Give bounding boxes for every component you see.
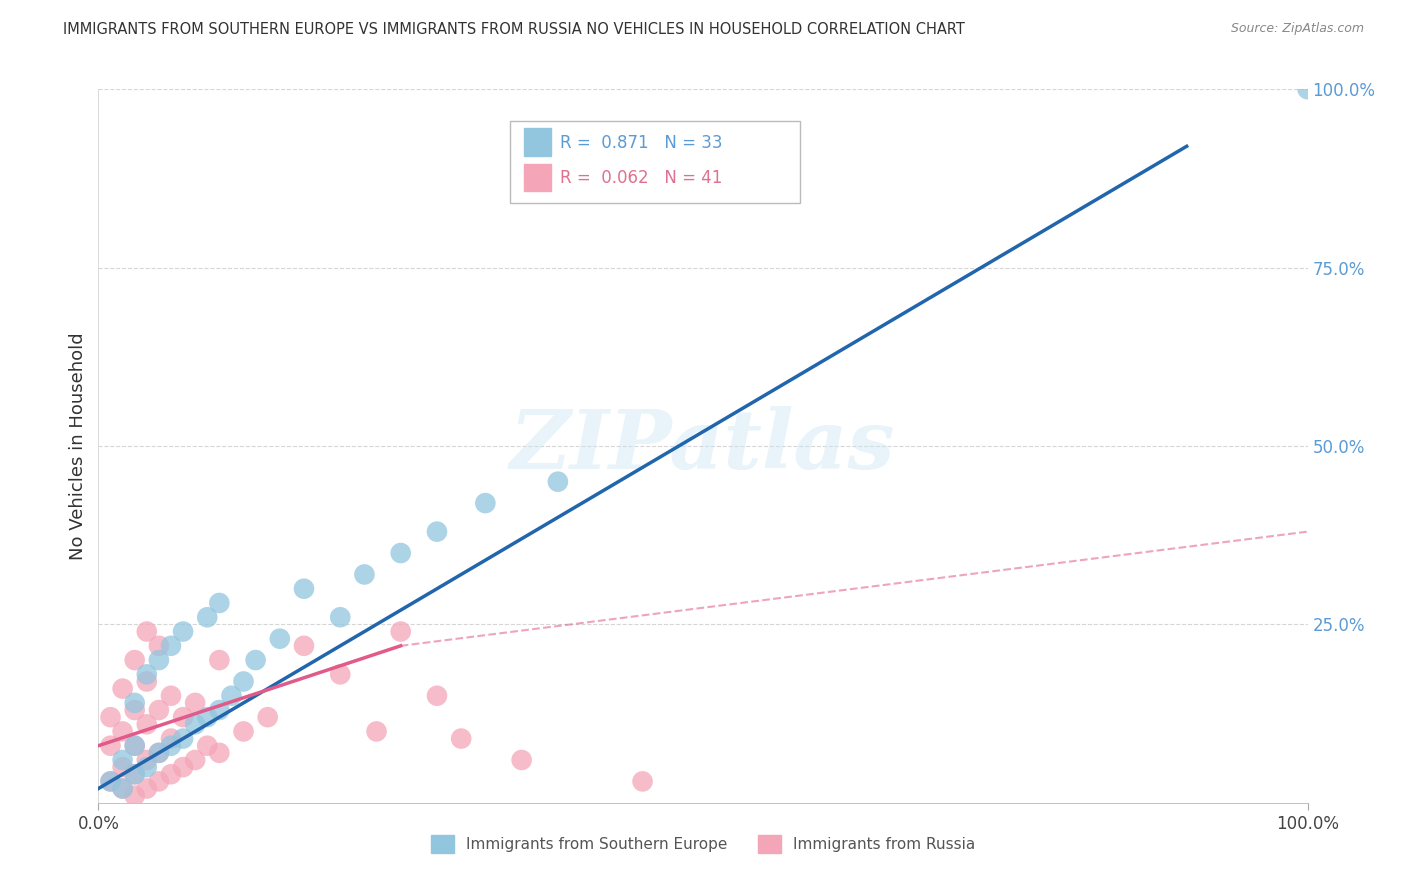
- Point: [195, 610, 218, 624]
- Point: [256, 710, 278, 724]
- Point: [245, 653, 267, 667]
- Point: [148, 653, 170, 667]
- Point: [124, 789, 146, 803]
- Point: [100, 739, 122, 753]
- Point: [547, 475, 569, 489]
- Point: [111, 760, 134, 774]
- Point: [160, 767, 183, 781]
- Text: R =  0.871   N = 33: R = 0.871 N = 33: [561, 134, 723, 152]
- Point: [172, 731, 194, 746]
- Point: [111, 781, 134, 796]
- Point: [184, 753, 207, 767]
- Point: [160, 639, 183, 653]
- Point: [353, 567, 375, 582]
- Point: [184, 717, 207, 731]
- Y-axis label: No Vehicles in Household: No Vehicles in Household: [69, 332, 87, 560]
- Point: [195, 710, 218, 724]
- Point: [160, 731, 183, 746]
- Point: [269, 632, 291, 646]
- Point: [426, 689, 449, 703]
- Point: [124, 739, 146, 753]
- Point: [160, 739, 183, 753]
- Point: [111, 781, 134, 796]
- Point: [148, 774, 170, 789]
- Point: [366, 724, 388, 739]
- Point: [426, 524, 449, 539]
- Point: [100, 774, 122, 789]
- Point: [135, 674, 157, 689]
- Point: [389, 624, 412, 639]
- Point: [208, 596, 231, 610]
- Point: [124, 703, 146, 717]
- Point: [124, 739, 146, 753]
- Text: R =  0.062   N = 41: R = 0.062 N = 41: [561, 169, 723, 187]
- Point: [172, 760, 194, 774]
- Point: [148, 703, 170, 717]
- Point: [221, 689, 243, 703]
- Point: [111, 681, 134, 696]
- FancyBboxPatch shape: [509, 121, 800, 203]
- Text: ZIPatlas: ZIPatlas: [510, 406, 896, 486]
- Point: [148, 746, 170, 760]
- Point: [232, 724, 254, 739]
- Point: [148, 639, 170, 653]
- Legend: Immigrants from Southern Europe, Immigrants from Russia: Immigrants from Southern Europe, Immigra…: [425, 829, 981, 859]
- Point: [184, 696, 207, 710]
- Point: [172, 624, 194, 639]
- Point: [160, 689, 183, 703]
- Point: [292, 582, 315, 596]
- Point: [111, 724, 134, 739]
- Point: [124, 767, 146, 781]
- Point: [135, 717, 157, 731]
- Point: [292, 639, 315, 653]
- Point: [135, 624, 157, 639]
- Bar: [524, 128, 551, 155]
- Point: [208, 703, 231, 717]
- Point: [195, 739, 218, 753]
- Point: [329, 667, 352, 681]
- Point: [232, 674, 254, 689]
- Point: [450, 731, 472, 746]
- Point: [100, 710, 122, 724]
- Point: [389, 546, 412, 560]
- Point: [208, 653, 231, 667]
- Point: [124, 653, 146, 667]
- Point: [172, 710, 194, 724]
- Point: [100, 774, 122, 789]
- Point: [135, 753, 157, 767]
- Point: [111, 753, 134, 767]
- Point: [631, 774, 654, 789]
- Point: [135, 781, 157, 796]
- Point: [208, 746, 231, 760]
- Point: [329, 610, 352, 624]
- Text: Source: ZipAtlas.com: Source: ZipAtlas.com: [1230, 22, 1364, 36]
- Point: [148, 746, 170, 760]
- Point: [510, 753, 533, 767]
- Point: [124, 767, 146, 781]
- Bar: [524, 164, 551, 191]
- Point: [135, 667, 157, 681]
- Point: [1296, 82, 1319, 96]
- Point: [124, 696, 146, 710]
- Text: IMMIGRANTS FROM SOUTHERN EUROPE VS IMMIGRANTS FROM RUSSIA NO VEHICLES IN HOUSEHO: IMMIGRANTS FROM SOUTHERN EUROPE VS IMMIG…: [63, 22, 965, 37]
- Point: [135, 760, 157, 774]
- Point: [474, 496, 496, 510]
